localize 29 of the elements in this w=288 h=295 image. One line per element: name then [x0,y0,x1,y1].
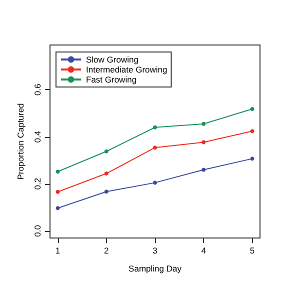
x-axis-title: Sampling Day [128,264,182,274]
point [56,170,60,174]
point [153,180,157,185]
x-tick-label: 2 [104,246,110,256]
point [56,190,60,194]
point [153,146,157,150]
y-tick-label: 0.6 [32,84,42,96]
x-tick-label: 1 [55,246,60,256]
legend-label: Fast Growing [86,74,137,84]
point [250,129,254,134]
point [202,140,206,144]
y-tick-label: 0.4 [32,130,42,143]
point [104,190,108,194]
point [250,156,254,161]
x-tick-label: 4 [201,246,206,256]
x-tick-label: 3 [152,246,158,256]
point [250,107,254,112]
y-tick-label: 0.2 [32,178,42,190]
point [56,206,60,210]
point [202,122,206,126]
legend-label: Intermediate Growing [86,64,168,74]
point [104,149,108,154]
point [202,168,206,172]
y-tick-label: 0.0 [32,224,42,237]
point [153,125,157,130]
y-axis-title: Proportion Captured [16,102,26,180]
legend-label: Slow Growing [86,54,139,64]
point [104,172,108,176]
x-tick-label: 5 [250,246,255,256]
